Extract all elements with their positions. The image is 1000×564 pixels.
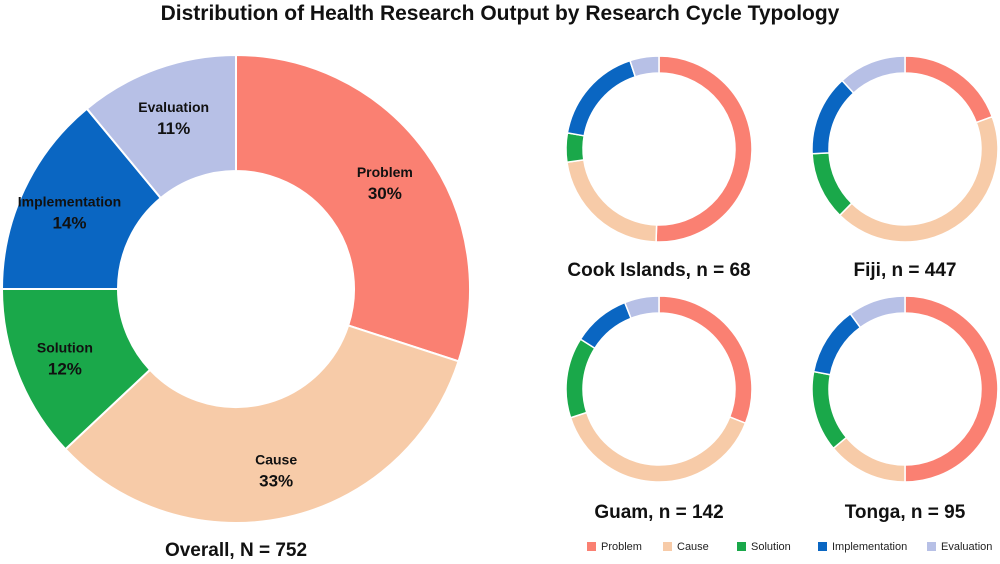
slice-solution — [811, 152, 853, 217]
slice-label-cause: Cause — [255, 452, 297, 468]
donut-guam: Guam, n = 142 — [565, 295, 753, 523]
slice-percent-implementation: 14% — [52, 214, 86, 233]
legend-swatch-solution — [737, 542, 746, 551]
legend-swatch-problem — [587, 542, 596, 551]
slice-problem — [904, 295, 999, 483]
slice-implementation — [812, 312, 862, 376]
legend-label-solution: Solution — [751, 541, 791, 553]
slice-solution — [565, 131, 586, 164]
donut-overall: Problem 30% Cause 33% Solution 12% Implementat… — [0, 53, 471, 561]
slice-solution — [811, 370, 848, 450]
slice-percent-evaluation: 11% — [157, 119, 190, 138]
donut-fiji: Fiji, n = 447 — [811, 55, 999, 281]
donut-caption: Cook Islands, n = 68 — [567, 260, 750, 281]
slice-evaluation — [623, 295, 660, 320]
slice-problem — [655, 55, 753, 243]
slice-label-problem: Problem — [357, 164, 413, 180]
legend-swatch-evaluation — [927, 542, 936, 551]
legend-label-implementation: Implementation — [832, 541, 907, 553]
slice-implementation — [566, 59, 637, 137]
donut-caption: Tonga, n = 95 — [845, 502, 966, 523]
slice-cause — [832, 436, 906, 483]
slice-problem — [904, 55, 994, 124]
slice-cause — [838, 115, 999, 243]
slice-percent-cause: 33% — [259, 472, 293, 491]
legend-swatch-cause — [663, 542, 672, 551]
slice-percent-solution: 12% — [48, 360, 82, 379]
slice-evaluation — [849, 295, 906, 329]
donut-caption: Fiji, n = 447 — [854, 260, 957, 281]
slice-label-solution: Solution — [37, 340, 93, 356]
chart-title: Distribution of Health Research Output b… — [160, 2, 840, 25]
legend-swatch-implementation — [818, 542, 827, 551]
slice-label-evaluation: Evaluation — [138, 99, 209, 115]
legend-label-cause: Cause — [677, 541, 709, 553]
slice-evaluation — [629, 55, 660, 78]
donut-tonga: Tonga, n = 95 — [811, 295, 999, 523]
slice-percent-problem: 30% — [368, 184, 402, 203]
slice-cause — [566, 158, 658, 243]
donut-cook-islands: Cook Islands, n = 68 — [565, 55, 753, 281]
slice-implementation — [579, 301, 632, 350]
slice-cause — [64, 324, 460, 524]
slice-problem — [235, 53, 471, 363]
donut-caption: Overall, N = 752 — [165, 540, 307, 561]
donut-caption: Guam, n = 142 — [594, 502, 723, 523]
slice-evaluation — [85, 53, 237, 200]
slice-label-implementation: Implementation — [18, 194, 121, 210]
slice-implementation — [811, 79, 855, 155]
slice-problem — [658, 295, 753, 425]
slice-evaluation — [841, 55, 906, 95]
slice-cause — [569, 411, 747, 483]
legend-label-problem: Problem — [601, 541, 642, 553]
slice-solution — [565, 338, 596, 419]
legend: Problem Cause Solution Implementation Evalua… — [587, 541, 992, 553]
legend-label-evaluation: Evaluation — [941, 541, 992, 553]
slice-implementation — [0, 107, 163, 290]
